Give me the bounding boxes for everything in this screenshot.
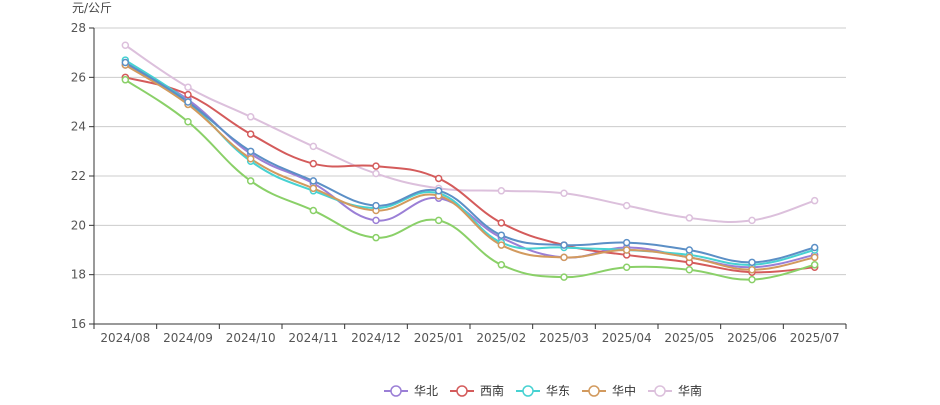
data-point[interactable] (372, 233, 380, 242)
data-point[interactable] (685, 253, 694, 262)
data-point[interactable] (184, 90, 192, 99)
data-point[interactable] (560, 189, 568, 198)
data-point[interactable] (434, 187, 443, 195)
y-tick-label: 22 (71, 169, 86, 183)
x-tick-label: 2024/11 (288, 331, 338, 345)
y-tick-label: 26 (71, 70, 86, 84)
x-tick-label: 2024/08 (100, 331, 150, 345)
data-point[interactable] (309, 184, 318, 193)
data-point[interactable] (497, 231, 506, 239)
series-line (124, 64, 815, 271)
data-point[interactable] (372, 162, 380, 170)
data-point[interactable] (748, 275, 756, 284)
data-point[interactable] (748, 265, 756, 274)
data-point[interactable] (434, 174, 443, 183)
data-point[interactable] (497, 219, 506, 227)
x-tick-label: 2025/07 (790, 331, 840, 345)
legend-item[interactable]: 华东 (516, 384, 570, 398)
data-point[interactable] (622, 263, 631, 272)
legend-circle-icon (654, 385, 666, 397)
data-point[interactable] (560, 253, 568, 262)
y-tick-label: 20 (71, 218, 86, 232)
data-point[interactable] (246, 147, 255, 156)
data-point[interactable] (810, 261, 819, 269)
data-point[interactable] (810, 196, 819, 205)
legend-circle-icon (456, 385, 468, 397)
data-point[interactable] (497, 187, 506, 195)
data-point[interactable] (184, 83, 192, 91)
x-tick-label: 2025/06 (727, 331, 777, 345)
data-point[interactable] (560, 273, 568, 281)
x-tick-label: 2024/09 (163, 331, 213, 345)
data-point[interactable] (309, 142, 318, 151)
x-tick-label: 2024/12 (351, 331, 401, 345)
data-point[interactable] (246, 130, 255, 138)
legend-label: 华南 (678, 383, 702, 398)
data-point[interactable] (246, 154, 255, 163)
y-tick-label: 16 (71, 317, 86, 331)
legend-item[interactable]: 华南 (648, 383, 702, 398)
data-point[interactable] (810, 253, 819, 262)
data-point[interactable] (121, 41, 130, 50)
series-line (124, 44, 815, 223)
legend-item[interactable]: 华北 (384, 384, 438, 398)
legend-item[interactable]: 华中 (582, 383, 636, 398)
data-point[interactable] (372, 169, 380, 178)
data-point[interactable] (121, 76, 130, 84)
y-axis-unit: 元/公斤 (72, 1, 112, 15)
legend-item[interactable]: 西南 (450, 383, 504, 398)
data-point[interactable] (309, 177, 318, 185)
data-point[interactable] (685, 246, 694, 254)
series-line (124, 59, 815, 266)
data-point[interactable] (372, 201, 380, 210)
data-point[interactable] (810, 243, 819, 252)
data-point[interactable] (309, 159, 318, 168)
x-tick-label: 2024/10 (226, 331, 276, 345)
y-tick-label: 24 (71, 120, 86, 134)
series-line (124, 61, 815, 264)
legend[interactable]: 华北 西南 华东 华中 华南 (384, 383, 702, 398)
data-point[interactable] (246, 113, 255, 121)
data-point[interactable] (685, 265, 694, 274)
legend-label: 华北 (414, 384, 438, 398)
axes: 16 18 20 22 24 26 28 2024/08 2024/09 2024/10 2024/… (71, 21, 847, 345)
legend-circle-icon (522, 385, 534, 397)
data-point[interactable] (560, 241, 568, 249)
x-tick-label: 2025/02 (476, 331, 526, 345)
data-point[interactable] (497, 241, 506, 249)
legend-label: 华中 (612, 383, 636, 398)
legend-label: 西南 (480, 383, 504, 398)
data-point[interactable] (622, 246, 631, 254)
data-point[interactable] (309, 206, 318, 215)
data-point[interactable] (434, 216, 443, 225)
data-point[interactable] (622, 201, 631, 210)
y-tick-label: 28 (71, 21, 86, 35)
series-lines (121, 41, 819, 284)
data-point[interactable] (748, 216, 756, 225)
data-point[interactable] (121, 58, 130, 67)
x-tick-label: 2025/04 (602, 331, 652, 345)
legend-circle-icon (390, 385, 402, 397)
x-tick-label: 2025/05 (664, 331, 714, 345)
data-point[interactable] (685, 214, 694, 222)
series-line (124, 64, 815, 269)
data-point[interactable] (372, 216, 380, 225)
x-tick-label: 2025/03 (539, 331, 589, 345)
x-tick-label: 2025/01 (414, 331, 464, 345)
data-point[interactable] (497, 261, 506, 269)
y-tick-label: 18 (71, 268, 86, 282)
data-point[interactable] (184, 98, 192, 106)
data-point[interactable] (184, 117, 192, 126)
series-line (124, 78, 815, 281)
grid-lines (94, 27, 846, 276)
legend-circle-icon (588, 385, 600, 397)
data-point[interactable] (246, 177, 255, 185)
data-point[interactable] (748, 258, 756, 267)
legend-label: 华东 (546, 384, 570, 398)
data-point[interactable] (622, 238, 631, 247)
